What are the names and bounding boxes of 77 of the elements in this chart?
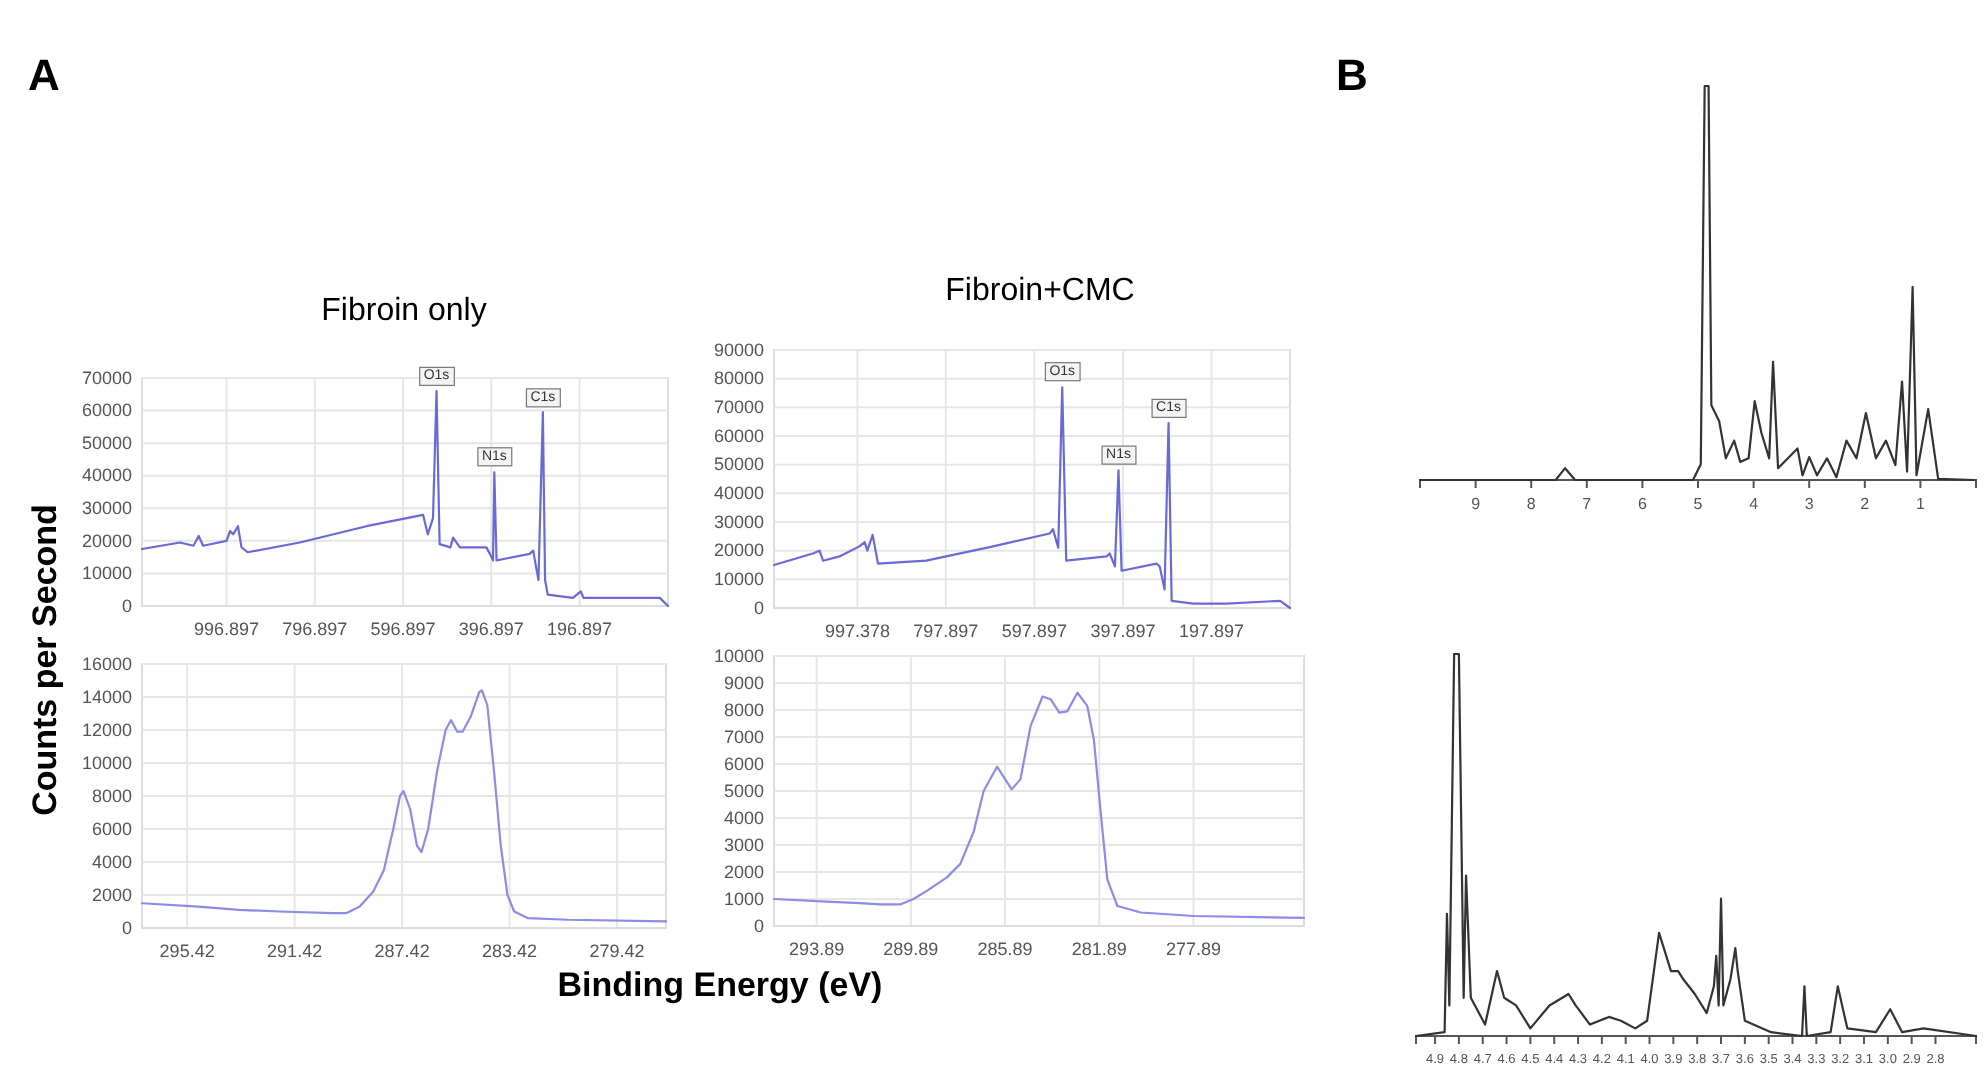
x-tick-label: 996.897 <box>194 618 260 639</box>
x-tick-label: 596.897 <box>370 618 436 639</box>
x-tick-label: 287.42 <box>374 940 430 961</box>
x-axis-title: Binding Energy (eV) <box>557 966 883 1004</box>
y-tick-label: 12000 <box>81 719 132 740</box>
y-tick-label: 90000 <box>713 339 764 360</box>
x-tick-label: 797.897 <box>913 620 979 641</box>
x-tick-label: 295.42 <box>159 940 215 961</box>
y-tick-label: 5000 <box>723 780 764 801</box>
y-tick-label: 0 <box>121 595 132 616</box>
y-tick-label: 14000 <box>81 686 132 707</box>
y-tick-label: 70000 <box>713 397 764 418</box>
x-tick-label: 289.89 <box>883 938 939 959</box>
y-tick-label: 4000 <box>91 851 132 872</box>
x-tick-label: 285.89 <box>977 938 1033 959</box>
y-tick-label: 4000 <box>723 807 764 828</box>
y-tick-label: 7000 <box>723 726 764 747</box>
x-tick-label: 7 <box>1582 495 1593 514</box>
x-tick-label: 8 <box>1526 495 1537 514</box>
y-tick-label: 2000 <box>91 884 132 905</box>
y-tick-label: 3000 <box>723 834 764 855</box>
y-tick-label: 0 <box>121 917 132 938</box>
x-tick-label: 597.897 <box>1001 620 1067 641</box>
y-tick-label: 2000 <box>723 861 764 882</box>
y-tick-label: 8000 <box>723 699 764 720</box>
x-tick-label: 279.42 <box>589 940 645 961</box>
x-tick-label: 9 <box>1471 495 1482 514</box>
x-tick-label: 796.897 <box>282 618 348 639</box>
text: B <box>1336 50 1368 100</box>
x-tick-label: 6 <box>1637 495 1648 514</box>
y-tick-label: 6000 <box>723 753 764 774</box>
y-tick-label: 10000 <box>713 645 764 666</box>
x-tick-label: 396.897 <box>458 618 524 639</box>
y-tick-label: 40000 <box>81 465 132 486</box>
y-tick-label: 6000 <box>91 818 132 839</box>
y-tick-label: 16000 <box>81 653 132 674</box>
y-tick-label: 0 <box>753 597 764 618</box>
y-axis-title: Counts per Second <box>26 504 64 816</box>
y-tick-label: 50000 <box>713 454 764 475</box>
x-tick-label: 4 <box>1749 495 1760 514</box>
line-series <box>140 689 668 923</box>
chart-title: Fibroin only <box>321 294 487 328</box>
x-tick-label: 1 <box>1915 495 1926 514</box>
y-tick-label: 10000 <box>81 752 132 773</box>
y-tick-label: 30000 <box>81 498 132 519</box>
y-tick-label: 60000 <box>713 425 764 446</box>
x-tick-label: 196.897 <box>546 618 613 639</box>
y-tick-label: 8000 <box>91 785 132 806</box>
x-tick-label: 277.89 <box>1165 938 1222 959</box>
y-tick-label: 40000 <box>713 483 764 504</box>
y-tick-label: 10000 <box>81 563 132 584</box>
y-tick-label: 1000 <box>723 888 764 909</box>
x-tick-label: 997.378 <box>824 620 890 641</box>
y-tick-label: 60000 <box>81 400 132 421</box>
y-tick-label: 50000 <box>81 432 132 453</box>
x-tick-label: 291.42 <box>267 940 323 961</box>
line-series <box>772 691 1306 919</box>
y-tick-label: 70000 <box>81 367 132 388</box>
x-tick-label: 281.89 <box>1071 938 1127 959</box>
y-tick-label: 20000 <box>713 540 764 561</box>
text: A <box>28 50 60 100</box>
x-tick-label: 5 <box>1693 495 1704 514</box>
chart-title: Fibroin+CMC <box>945 274 1135 308</box>
y-tick-label: 80000 <box>713 368 764 389</box>
x-tick-label: 283.42 <box>482 940 538 961</box>
y-tick-label: 10000 <box>713 569 764 590</box>
line-series <box>140 389 670 608</box>
y-tick-label: 9000 <box>723 672 764 693</box>
x-tick-label: 2 <box>1860 495 1871 514</box>
x-tick-label: 3 <box>1804 495 1815 514</box>
y-tick-label: 30000 <box>713 511 764 532</box>
x-tick-label: 397.897 <box>1090 620 1156 641</box>
y-tick-label: 20000 <box>81 530 132 551</box>
y-tick-label: 0 <box>753 915 764 936</box>
line-series <box>772 386 1292 610</box>
x-tick-label: 293.89 <box>789 938 845 959</box>
x-tick-label: 197.897 <box>1179 620 1245 641</box>
